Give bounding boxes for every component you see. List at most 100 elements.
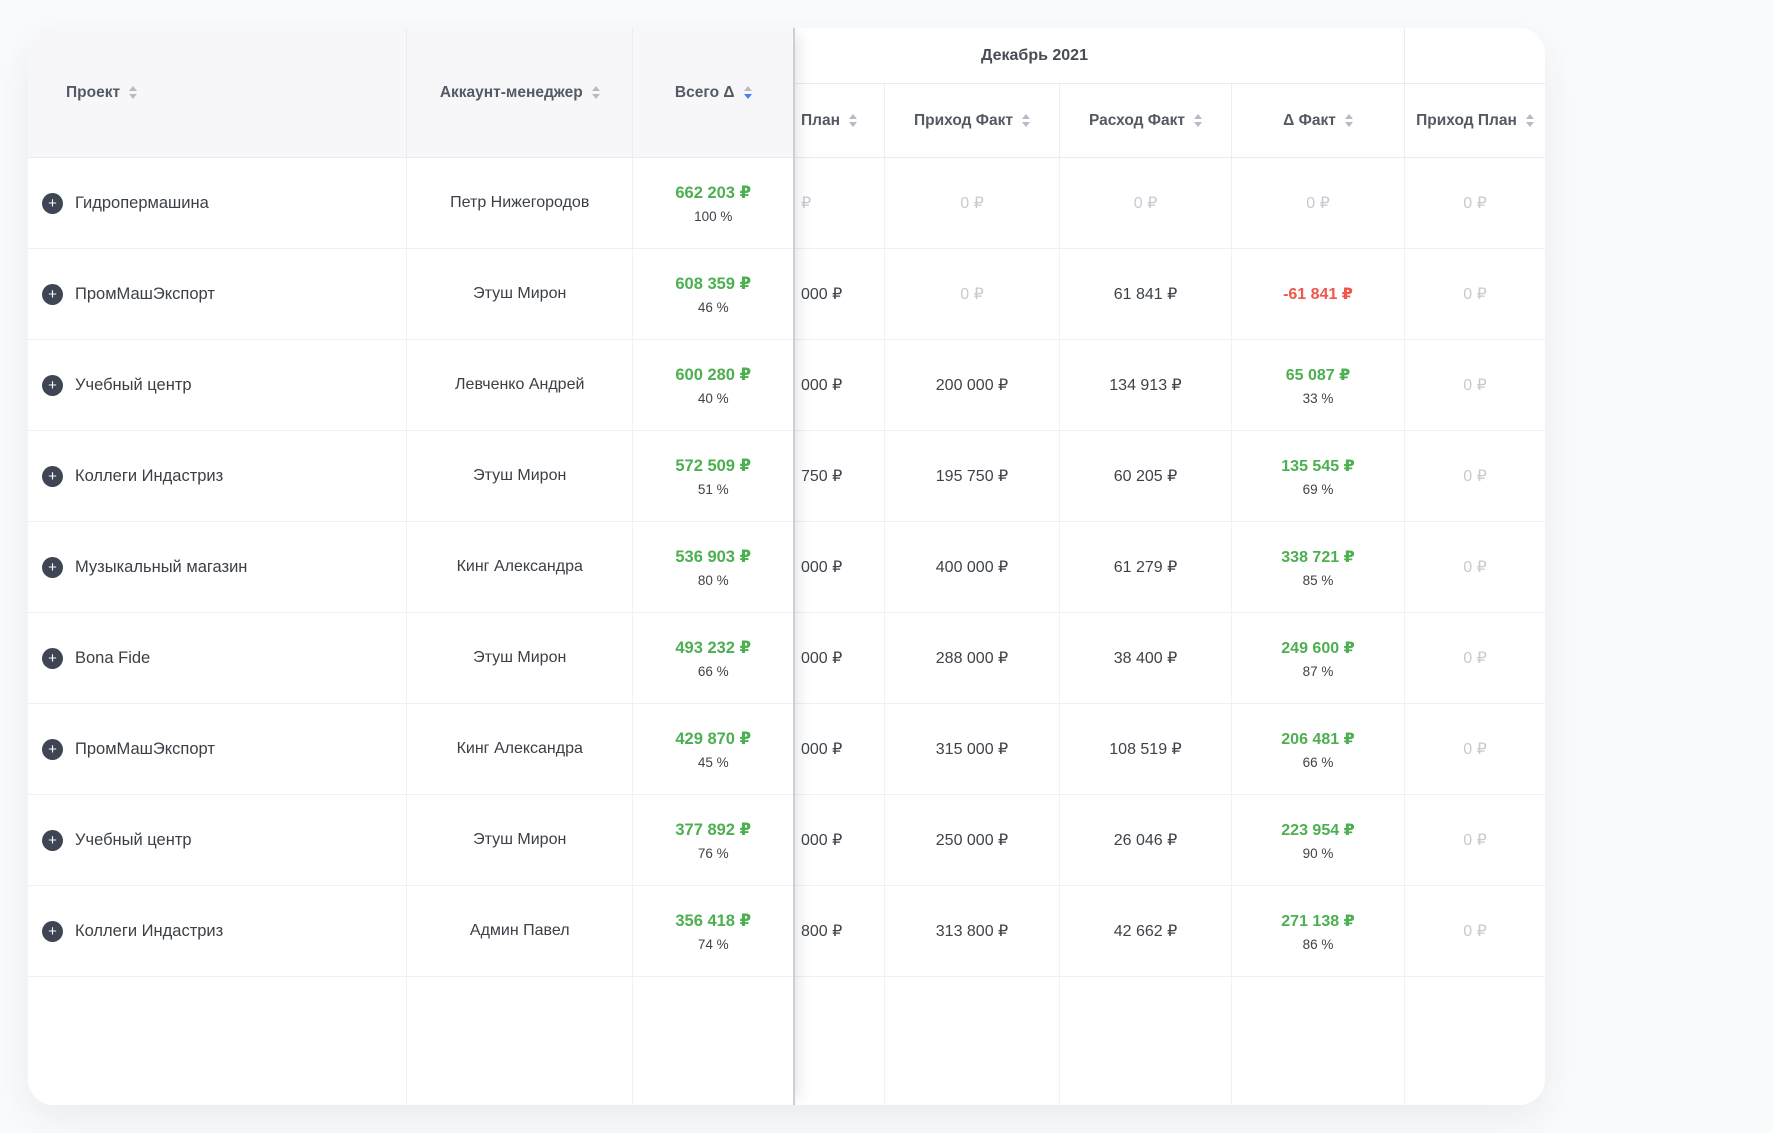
delta-fact-cell: 338 721 ₽ 85 % xyxy=(1232,522,1405,612)
income-fact-value: 0 ₽ xyxy=(960,286,984,303)
income-plan-cell: 0 ₽ xyxy=(1405,158,1545,248)
column-header-total-delta[interactable]: Всего Δ xyxy=(633,28,793,157)
expand-plus-icon[interactable]: + xyxy=(42,556,63,578)
expand-plus-icon[interactable]: + xyxy=(42,465,63,487)
plan-cell-clipped: 000 ₽ xyxy=(795,613,885,703)
sort-icon xyxy=(591,86,600,99)
table-row[interactable]: + ПромМашЭкспорт Этуш Мирон 608 359 ₽ 46… xyxy=(28,249,793,340)
table-row[interactable]: + Bona Fide Этуш Мирон 493 232 ₽ 66 % xyxy=(28,613,793,704)
expand-plus-icon[interactable]: + xyxy=(42,283,63,305)
total-delta-percent: 66 % xyxy=(697,663,729,679)
expand-plus-icon[interactable]: + xyxy=(42,920,63,942)
income-fact-cell: 200 000 ₽ xyxy=(885,340,1060,430)
total-delta-value: 608 359 ₽ xyxy=(675,274,752,293)
table-row[interactable]: + Музыкальный магазин Кинг Александра 53… xyxy=(28,522,793,613)
column-header-label: Всего Δ xyxy=(674,83,735,101)
delta-fact-value: 271 138 ₽ xyxy=(1281,912,1355,930)
expand-plus-icon[interactable]: + xyxy=(42,647,63,669)
column-header-delta-fact[interactable]: Δ Факт xyxy=(1232,84,1405,157)
plan-cell-clipped: ₽ xyxy=(795,158,885,248)
expense-fact-value: 38 400 ₽ xyxy=(1113,650,1178,667)
income-plan-cell: 0 ₽ xyxy=(1405,886,1545,976)
expense-fact-cell: 61 841 ₽ xyxy=(1060,249,1232,339)
expense-fact-value: 26 046 ₽ xyxy=(1113,832,1178,849)
column-header-label: Приход Факт xyxy=(914,111,1013,129)
column-header-income-plan[interactable]: Приход План xyxy=(1405,84,1545,157)
income-plan-value: 0 ₽ xyxy=(1463,923,1487,940)
income-plan-value: 0 ₽ xyxy=(1463,650,1487,667)
income-fact-value: 200 000 ₽ xyxy=(935,377,1009,394)
manager-cell: Этуш Мирон xyxy=(407,795,634,885)
expense-fact-value: 42 662 ₽ xyxy=(1113,923,1178,940)
table-row-right-partial xyxy=(795,977,1545,1105)
column-header-label: План xyxy=(801,111,840,129)
expand-plus-icon[interactable]: + xyxy=(42,374,63,396)
total-delta-percent: 40 % xyxy=(697,390,729,406)
delta-fact-percent: 87 % xyxy=(1302,663,1334,679)
column-header-project[interactable]: Проект xyxy=(28,28,408,157)
expense-fact-value: 108 519 ₽ xyxy=(1109,741,1182,758)
table-row[interactable]: + Учебный центр Этуш Мирон 377 892 ₽ 76 … xyxy=(28,795,793,886)
income-plan-cell: 0 ₽ xyxy=(1405,613,1545,703)
plan-value: 000 ₽ xyxy=(801,559,843,576)
total-delta-percent: 45 % xyxy=(697,754,729,770)
income-plan-value: 0 ₽ xyxy=(1463,377,1487,394)
project-cell: + Учебный центр xyxy=(28,340,408,430)
income-plan-value: 0 ₽ xyxy=(1463,195,1487,212)
manager-name: Этуш Мирон xyxy=(473,831,567,848)
manager-name: Кинг Александра xyxy=(456,740,583,757)
column-header-income-fact[interactable]: Приход Факт xyxy=(885,84,1060,157)
expand-plus-icon[interactable]: + xyxy=(42,829,63,851)
total-delta-value: 493 232 ₽ xyxy=(675,638,752,657)
plan-cell-clipped: 000 ₽ xyxy=(795,522,885,612)
sort-icon xyxy=(1344,114,1353,127)
manager-name: Этуш Мирон xyxy=(473,649,567,666)
column-header-label: Аккаунт-менеджер xyxy=(439,83,583,101)
expense-fact-cell: 26 046 ₽ xyxy=(1060,795,1232,885)
plan-value: 000 ₽ xyxy=(801,741,843,758)
data-table-card: Декабрь 2021 План Приход Факт Расход Фак… xyxy=(28,28,1545,1105)
table-row[interactable]: + ПромМашЭкспорт Кинг Александра 429 870… xyxy=(28,704,793,795)
total-delta-cell: 662 203 ₽ 100 % xyxy=(633,158,793,248)
delta-fact-cell: -61 841 ₽ xyxy=(1232,249,1405,339)
manager-cell: Этуш Мирон xyxy=(407,249,634,339)
month-group-december: Декабрь 2021 xyxy=(795,28,1405,83)
delta-fact-value: 65 087 ₽ xyxy=(1285,366,1351,384)
plan-cell-clipped: 800 ₽ xyxy=(795,886,885,976)
income-fact-cell: 313 800 ₽ xyxy=(885,886,1060,976)
income-plan-value: 0 ₽ xyxy=(1463,468,1487,485)
table-row[interactable]: + Коллеги Индастриз Админ Павел 356 418 … xyxy=(28,886,793,977)
scroll-body: ₽ 0 ₽ 0 ₽ 0 ₽ 0 ₽ 000 ₽ 0 ₽ 61 841 ₽ -61… xyxy=(795,158,1545,1105)
total-delta-value: 356 418 ₽ xyxy=(675,911,752,930)
column-header-manager[interactable]: Аккаунт-менеджер xyxy=(407,28,634,157)
total-delta-value: 600 280 ₽ xyxy=(675,365,752,384)
total-delta-percent: 51 % xyxy=(697,481,729,497)
expand-plus-icon[interactable]: + xyxy=(42,738,63,760)
column-header-expense-fact[interactable]: Расход Факт xyxy=(1060,84,1232,157)
table-row[interactable]: + Гидропермашина Петр Нижегородов 662 20… xyxy=(28,158,793,249)
plan-cell-clipped: 000 ₽ xyxy=(795,704,885,794)
table-row[interactable]: + Учебный центр Левченко Андрей 600 280 … xyxy=(28,340,793,431)
table-row: 000 ₽ 400 000 ₽ 61 279 ₽ 338 721 ₽ 85 % … xyxy=(795,522,1545,613)
delta-fact-value: 135 545 ₽ xyxy=(1281,457,1355,475)
table-row[interactable]: + Коллеги Индастриз Этуш Мирон 572 509 ₽… xyxy=(28,431,793,522)
income-plan-value: 0 ₽ xyxy=(1463,559,1487,576)
income-fact-cell: 0 ₽ xyxy=(885,249,1060,339)
income-fact-value: 0 ₽ xyxy=(960,195,984,212)
expand-plus-icon[interactable]: + xyxy=(42,192,63,214)
sort-icon xyxy=(1525,114,1534,127)
manager-name: Этуш Мирон xyxy=(473,285,567,302)
scroll-area[interactable]: Декабрь 2021 План Приход Факт Расход Фак… xyxy=(795,28,1545,1105)
project-cell: + Гидропермашина xyxy=(28,158,408,248)
plan-cell-clipped: 000 ₽ xyxy=(795,340,885,430)
scroll-column-header-row: План Приход Факт Расход Факт Δ Факт Прих… xyxy=(795,84,1545,158)
plan-cell-clipped: 000 ₽ xyxy=(795,249,885,339)
expense-fact-value: 61 279 ₽ xyxy=(1113,559,1178,576)
column-header-plan[interactable]: План xyxy=(795,84,885,157)
expense-fact-value: 0 ₽ xyxy=(1133,195,1158,212)
project-name: Коллеги Индастриз xyxy=(75,466,224,485)
delta-fact-cell: 271 138 ₽ 86 % xyxy=(1232,886,1405,976)
total-delta-value: 377 892 ₽ xyxy=(675,820,752,839)
project-name: Учебный центр xyxy=(75,830,192,849)
sort-icon xyxy=(1021,114,1030,127)
